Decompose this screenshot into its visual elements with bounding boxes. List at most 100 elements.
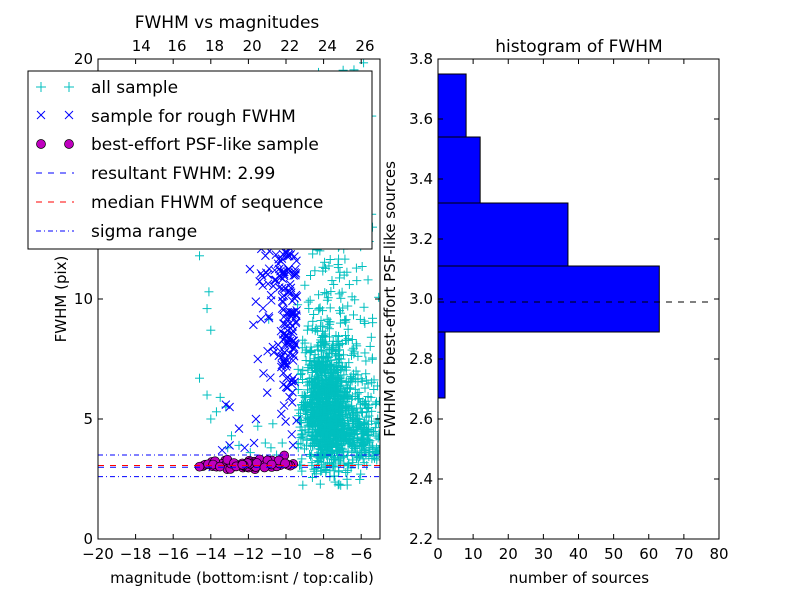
all-sample-point (353, 370, 363, 380)
all-sample-point (357, 408, 367, 418)
all-sample-point (334, 273, 344, 283)
all-sample-point (346, 463, 356, 473)
all-sample-point (366, 426, 376, 436)
all-sample-point (321, 374, 331, 384)
all-sample-point (318, 409, 328, 419)
all-sample-point (306, 342, 316, 352)
all-sample-point (320, 361, 330, 371)
rough-sample-point (285, 287, 294, 297)
all-sample-point (298, 480, 308, 490)
all-sample-point (354, 417, 364, 427)
rough-sample-point (282, 374, 291, 383)
rough-sample-point-b (282, 248, 292, 257)
rough-sample-point-b (279, 368, 288, 378)
rough-sample-point-b (288, 440, 298, 450)
all-sample-point (328, 402, 338, 412)
rough-sample-point (288, 440, 298, 450)
all-sample-point (339, 460, 349, 470)
all-sample-point (324, 383, 334, 393)
all-sample-point (349, 349, 359, 359)
all-sample-point (373, 418, 380, 428)
all-sample-point (367, 454, 377, 464)
all-sample-point (316, 466, 326, 476)
all-sample-point (359, 419, 369, 429)
all-sample-point (326, 429, 336, 439)
all-sample-point (360, 348, 370, 358)
all-sample-point (341, 384, 351, 394)
all-sample-point (361, 375, 371, 385)
rough-sample-point-b (287, 398, 297, 407)
all-sample-point (322, 289, 332, 299)
all-sample-point (316, 321, 326, 331)
all-sample-point (304, 360, 314, 370)
all-sample-point (334, 254, 344, 264)
all-sample-point (322, 394, 332, 404)
all-sample-point (304, 420, 314, 430)
all-sample-point (311, 371, 321, 381)
all-sample-point (334, 466, 344, 476)
all-sample-point (360, 399, 370, 409)
all-sample-point (315, 303, 325, 313)
all-sample-point (308, 316, 318, 326)
all-sample-point (358, 438, 368, 448)
all-sample-point (359, 399, 369, 409)
rough-sample-point-b (276, 409, 286, 419)
all-sample-point (357, 407, 367, 417)
all-sample-point (359, 59, 369, 68)
all-sample-point (374, 445, 380, 455)
all-sample-point (317, 400, 327, 410)
all-sample-point (365, 436, 375, 446)
all-sample-point (314, 290, 324, 300)
all-sample-point (321, 370, 331, 380)
all-sample-point (311, 402, 321, 412)
all-sample-point (325, 317, 335, 327)
all-sample-point (372, 446, 380, 456)
all-sample-point (333, 417, 343, 427)
all-sample-point (345, 383, 355, 393)
all-sample-point (310, 266, 320, 276)
all-sample-point (308, 440, 318, 450)
all-sample-point (319, 331, 329, 341)
all-sample-point (316, 415, 326, 425)
all-sample-point (320, 432, 330, 442)
all-sample-point (347, 440, 357, 450)
all-sample-point (350, 391, 360, 401)
all-sample-point (296, 369, 306, 379)
rough-sample-point (287, 429, 297, 439)
all-sample-point (344, 280, 354, 290)
all-sample-point (306, 441, 316, 451)
all-sample-point (318, 407, 328, 417)
rough-sample-point-b (286, 288, 296, 298)
all-sample-point (328, 435, 338, 445)
all-sample-point (359, 439, 369, 449)
all-sample-point (331, 441, 341, 451)
all-sample-point (253, 421, 263, 431)
all-sample-point (343, 301, 353, 311)
rough-sample-point-b (266, 373, 275, 382)
all-sample-point (372, 381, 380, 391)
all-sample-point (371, 419, 380, 429)
all-sample-point (305, 356, 315, 366)
all-sample-point (338, 444, 348, 454)
all-sample-point (347, 426, 357, 436)
all-sample-point (315, 367, 325, 377)
rough-sample-point (277, 284, 287, 293)
all-sample-point (339, 388, 349, 398)
all-sample-point (326, 287, 336, 297)
all-sample-point (331, 412, 341, 422)
all-sample-point (325, 303, 335, 313)
all-sample-point (304, 303, 314, 313)
all-sample-point (300, 338, 310, 348)
all-sample-point (297, 426, 307, 436)
left-plot-area (98, 59, 380, 490)
all-sample-point (337, 287, 347, 297)
all-sample-point (377, 445, 380, 447)
all-sample-point (302, 325, 312, 335)
all-sample-point (307, 472, 317, 482)
all-sample-point (308, 394, 318, 404)
rough-sample-point-b (292, 256, 301, 266)
all-sample-point (346, 413, 356, 423)
all-sample-point (360, 318, 370, 328)
all-sample-point (343, 324, 353, 334)
all-sample-point (355, 314, 365, 324)
